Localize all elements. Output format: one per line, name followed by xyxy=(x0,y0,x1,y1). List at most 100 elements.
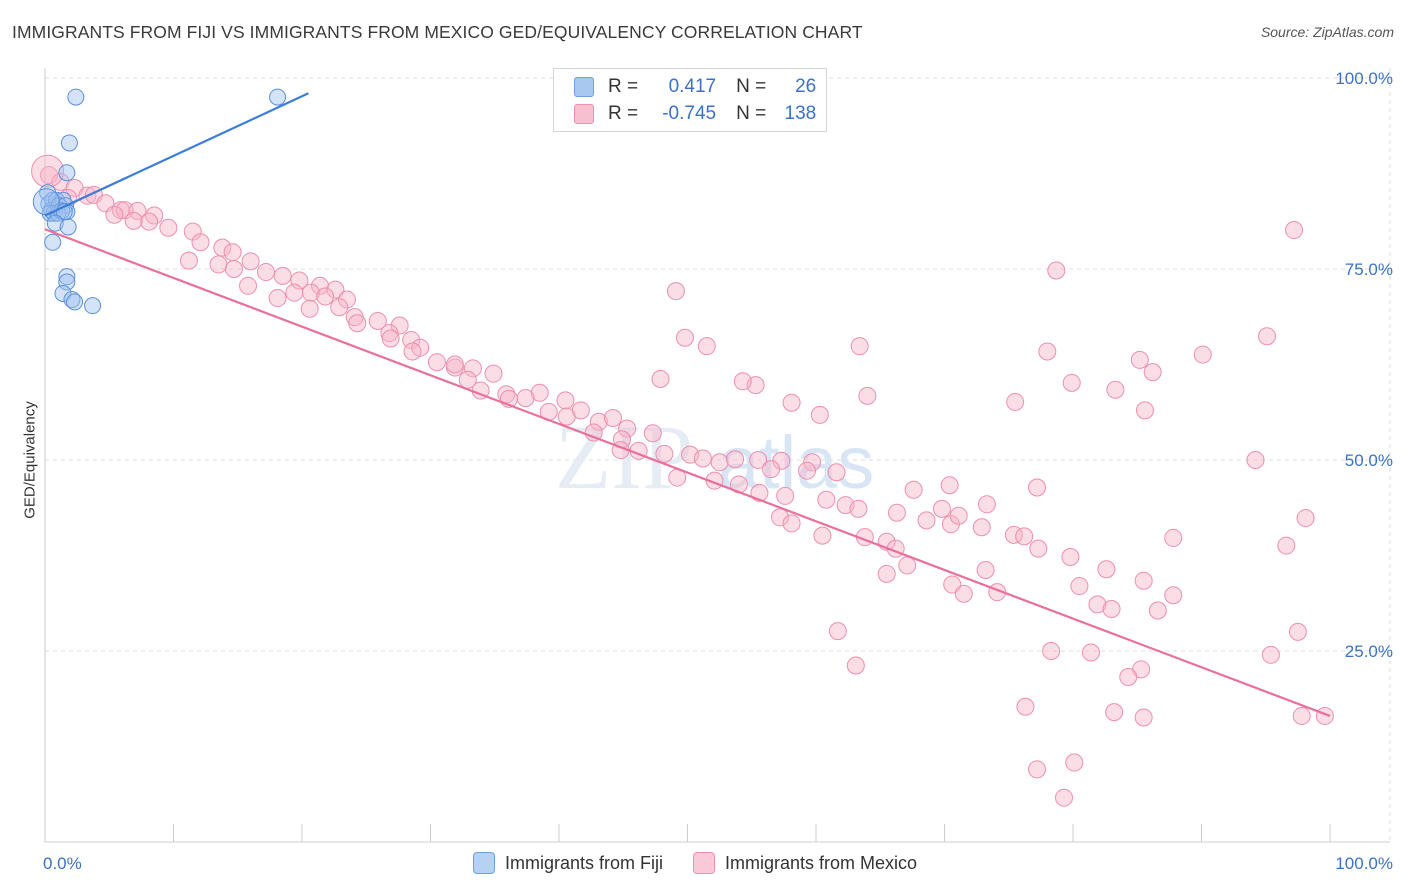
data-point[interactable] xyxy=(58,273,76,291)
data-point[interactable] xyxy=(1028,478,1047,497)
data-point[interactable] xyxy=(1292,706,1311,725)
data-point[interactable] xyxy=(1047,261,1066,280)
legend-item-mexico[interactable]: Immigrants from Mexico xyxy=(693,852,917,874)
data-point[interactable] xyxy=(1130,350,1149,369)
data-point[interactable] xyxy=(105,205,124,224)
data-point[interactable] xyxy=(1028,760,1047,779)
data-point[interactable] xyxy=(571,401,590,420)
data-point[interactable] xyxy=(589,412,608,431)
data-point[interactable] xyxy=(330,298,349,317)
data-point[interactable] xyxy=(213,238,232,257)
data-point[interactable] xyxy=(300,299,319,318)
data-point[interactable] xyxy=(31,154,65,188)
data-point[interactable] xyxy=(273,266,292,285)
data-point[interactable] xyxy=(584,423,603,442)
data-point[interactable] xyxy=(191,233,210,252)
data-point[interactable] xyxy=(904,480,923,499)
data-point[interactable] xyxy=(66,293,84,311)
data-point[interactable] xyxy=(849,499,868,518)
data-point[interactable] xyxy=(898,556,917,575)
data-point[interactable] xyxy=(337,290,356,309)
data-point[interactable] xyxy=(1288,622,1307,641)
data-point[interactable] xyxy=(1134,571,1153,590)
data-point[interactable] xyxy=(183,222,202,241)
data-point[interactable] xyxy=(618,419,637,438)
data-point[interactable] xyxy=(381,329,400,348)
data-point[interactable] xyxy=(776,486,795,505)
data-point[interactable] xyxy=(530,383,549,402)
data-point[interactable] xyxy=(58,268,76,286)
data-point[interactable] xyxy=(516,389,535,408)
data-point[interactable] xyxy=(850,337,869,356)
data-point[interactable] xyxy=(1134,708,1153,727)
data-point[interactable] xyxy=(223,243,242,262)
data-point[interactable] xyxy=(803,453,822,472)
data-point[interactable] xyxy=(1016,697,1035,716)
data-point[interactable] xyxy=(1038,342,1057,361)
data-point[interactable] xyxy=(858,386,877,405)
data-point[interactable] xyxy=(326,280,345,299)
data-point[interactable] xyxy=(1193,345,1212,364)
data-point[interactable] xyxy=(697,337,716,356)
data-point[interactable] xyxy=(390,316,409,335)
data-point[interactable] xyxy=(59,218,77,236)
data-point[interactable] xyxy=(403,342,422,361)
data-point[interactable] xyxy=(917,511,936,530)
data-point[interactable] xyxy=(402,331,421,350)
data-point[interactable] xyxy=(1061,548,1080,567)
data-point[interactable] xyxy=(115,201,134,220)
data-point[interactable] xyxy=(1258,327,1277,346)
data-point[interactable] xyxy=(1097,560,1116,579)
data-point[interactable] xyxy=(887,503,906,522)
data-point[interactable] xyxy=(348,314,367,333)
data-point[interactable] xyxy=(1164,528,1183,547)
data-point[interactable] xyxy=(1006,392,1025,411)
data-point[interactable] xyxy=(693,449,712,468)
data-point[interactable] xyxy=(63,291,81,309)
data-point[interactable] xyxy=(60,134,78,152)
data-point[interactable] xyxy=(798,461,817,480)
data-point[interactable] xyxy=(67,88,85,106)
data-point[interactable] xyxy=(846,656,865,675)
data-point[interactable] xyxy=(140,212,159,231)
data-point[interactable] xyxy=(1106,380,1125,399)
data-point[interactable] xyxy=(124,211,143,230)
data-point[interactable] xyxy=(932,499,951,518)
data-point[interactable] xyxy=(1042,642,1061,660)
data-point[interactable] xyxy=(1135,401,1154,420)
data-point[interactable] xyxy=(710,453,729,472)
data-point[interactable] xyxy=(427,353,446,372)
data-point[interactable] xyxy=(877,564,896,583)
data-point[interactable] xyxy=(46,214,64,232)
data-point[interactable] xyxy=(1015,527,1034,546)
data-point[interactable] xyxy=(1062,373,1081,392)
data-point[interactable] xyxy=(972,518,991,537)
data-point[interactable] xyxy=(1143,363,1162,382)
data-point[interactable] xyxy=(84,297,102,315)
data-point[interactable] xyxy=(1277,536,1296,555)
data-point[interactable] xyxy=(268,289,287,308)
data-point[interactable] xyxy=(726,450,745,469)
data-point[interactable] xyxy=(368,311,387,330)
data-point[interactable] xyxy=(782,514,801,533)
data-point[interactable] xyxy=(316,287,335,306)
data-point[interactable] xyxy=(269,88,287,106)
data-point[interactable] xyxy=(1119,667,1138,686)
data-point[interactable] xyxy=(976,561,995,580)
data-point[interactable] xyxy=(239,276,258,295)
data-point[interactable] xyxy=(733,372,752,391)
data-point[interactable] xyxy=(977,495,996,514)
data-point[interactable] xyxy=(1315,706,1334,725)
data-point[interactable] xyxy=(285,283,304,302)
data-point[interactable] xyxy=(643,424,662,443)
data-point[interactable] xyxy=(1088,595,1107,614)
data-point[interactable] xyxy=(39,166,58,185)
data-point[interactable] xyxy=(1285,221,1304,240)
data-point[interactable] xyxy=(1261,645,1280,664)
data-point[interactable] xyxy=(44,233,62,251)
data-point[interactable] xyxy=(828,622,847,641)
data-point[interactable] xyxy=(666,282,685,301)
data-point[interactable] xyxy=(675,328,694,347)
data-point[interactable] xyxy=(209,255,228,274)
data-point[interactable] xyxy=(257,263,276,282)
